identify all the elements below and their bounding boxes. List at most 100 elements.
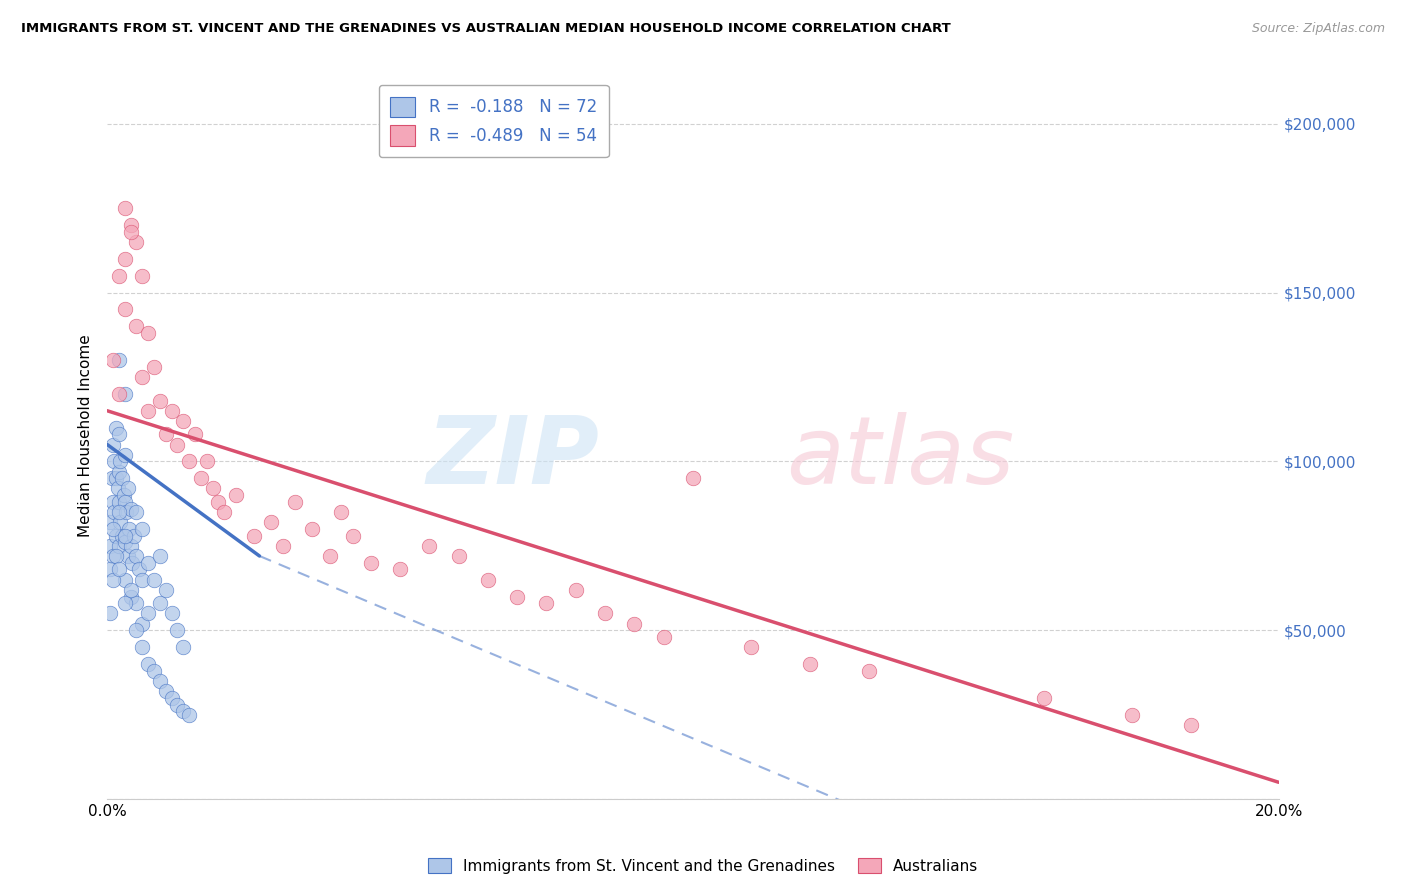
Point (101, 495, 124, 509)
Point (108, 495, 131, 509)
Text: Source: ZipAtlas.com: Source: ZipAtlas.com (1251, 22, 1385, 36)
Point (155, 684, 177, 698)
Point (103, 454, 125, 468)
Point (207, 495, 229, 509)
Point (118, 522, 141, 536)
Point (103, 505, 125, 519)
Legend: Immigrants from St. Vincent and the Grenadines, Australians: Immigrants from St. Vincent and the Gren… (422, 852, 984, 880)
Point (131, 268, 153, 283)
Point (101, 573, 124, 587)
Point (149, 673, 172, 688)
Point (179, 454, 201, 468)
Point (166, 624, 188, 638)
Point (122, 529, 145, 543)
Point (330, 505, 353, 519)
Point (160, 403, 183, 417)
Point (107, 482, 129, 496)
Point (564, 582, 586, 597)
Point (136, 657, 159, 671)
Point (101, 471, 124, 485)
Point (117, 482, 139, 496)
Point (184, 427, 207, 442)
Point (108, 562, 131, 576)
Y-axis label: Median Household Income: Median Household Income (79, 334, 93, 538)
Point (143, 664, 166, 678)
Point (112, 488, 135, 502)
Point (98, 515, 121, 529)
Point (652, 630, 675, 644)
Point (195, 454, 218, 468)
Point (214, 505, 236, 519)
Point (121, 556, 143, 570)
Point (155, 427, 177, 442)
Point (136, 403, 159, 417)
Point (172, 414, 194, 428)
Point (682, 471, 704, 485)
Point (108, 515, 131, 529)
Point (108, 454, 131, 468)
Point (108, 387, 131, 401)
Point (360, 556, 382, 570)
Point (108, 268, 131, 283)
Point (447, 549, 470, 563)
Point (131, 640, 153, 655)
Point (101, 353, 124, 368)
Point (125, 505, 148, 519)
Point (740, 640, 762, 655)
Point (111, 529, 134, 543)
Point (125, 549, 148, 563)
Point (172, 704, 194, 718)
Point (108, 539, 131, 553)
Point (120, 218, 142, 232)
Point (128, 562, 150, 576)
Text: IMMIGRANTS FROM ST. VINCENT AND THE GRENADINES VS AUSTRALIAN MEDIAN HOUSEHOLD IN: IMMIGRANTS FROM ST. VINCENT AND THE GREN… (21, 22, 950, 36)
Point (506, 590, 529, 604)
Point (108, 505, 131, 519)
Point (536, 596, 558, 610)
Point (143, 359, 166, 374)
Point (301, 522, 323, 536)
Point (172, 640, 194, 655)
Point (125, 596, 148, 610)
Point (101, 549, 124, 563)
Point (342, 529, 364, 543)
Point (201, 482, 224, 496)
Point (149, 393, 172, 408)
Point (114, 529, 136, 543)
Text: atlas: atlas (786, 412, 1015, 503)
Legend: R =  -0.188   N = 72, R =  -0.489   N = 54: R = -0.188 N = 72, R = -0.489 N = 54 (378, 85, 609, 157)
Point (271, 539, 294, 553)
Point (114, 252, 136, 266)
Point (1033, 690, 1056, 705)
Point (114, 573, 136, 587)
Point (108, 427, 131, 442)
Point (125, 235, 148, 249)
Point (149, 596, 172, 610)
Point (125, 319, 148, 334)
Point (120, 225, 142, 239)
Point (136, 326, 159, 340)
Point (389, 562, 412, 576)
Point (117, 549, 139, 563)
Point (284, 495, 307, 509)
Point (98, 539, 121, 553)
Point (114, 302, 136, 317)
Point (1180, 718, 1202, 732)
Point (166, 698, 188, 712)
Point (98, 607, 121, 621)
Point (120, 582, 142, 597)
Point (160, 690, 183, 705)
Point (120, 539, 142, 553)
Point (136, 556, 159, 570)
Point (108, 465, 131, 479)
Point (149, 549, 172, 563)
Point (120, 501, 142, 516)
Point (111, 471, 134, 485)
Point (155, 582, 177, 597)
Point (623, 616, 645, 631)
Point (136, 607, 159, 621)
Point (115, 505, 138, 519)
Point (131, 522, 153, 536)
Point (179, 707, 201, 722)
Point (225, 488, 247, 502)
